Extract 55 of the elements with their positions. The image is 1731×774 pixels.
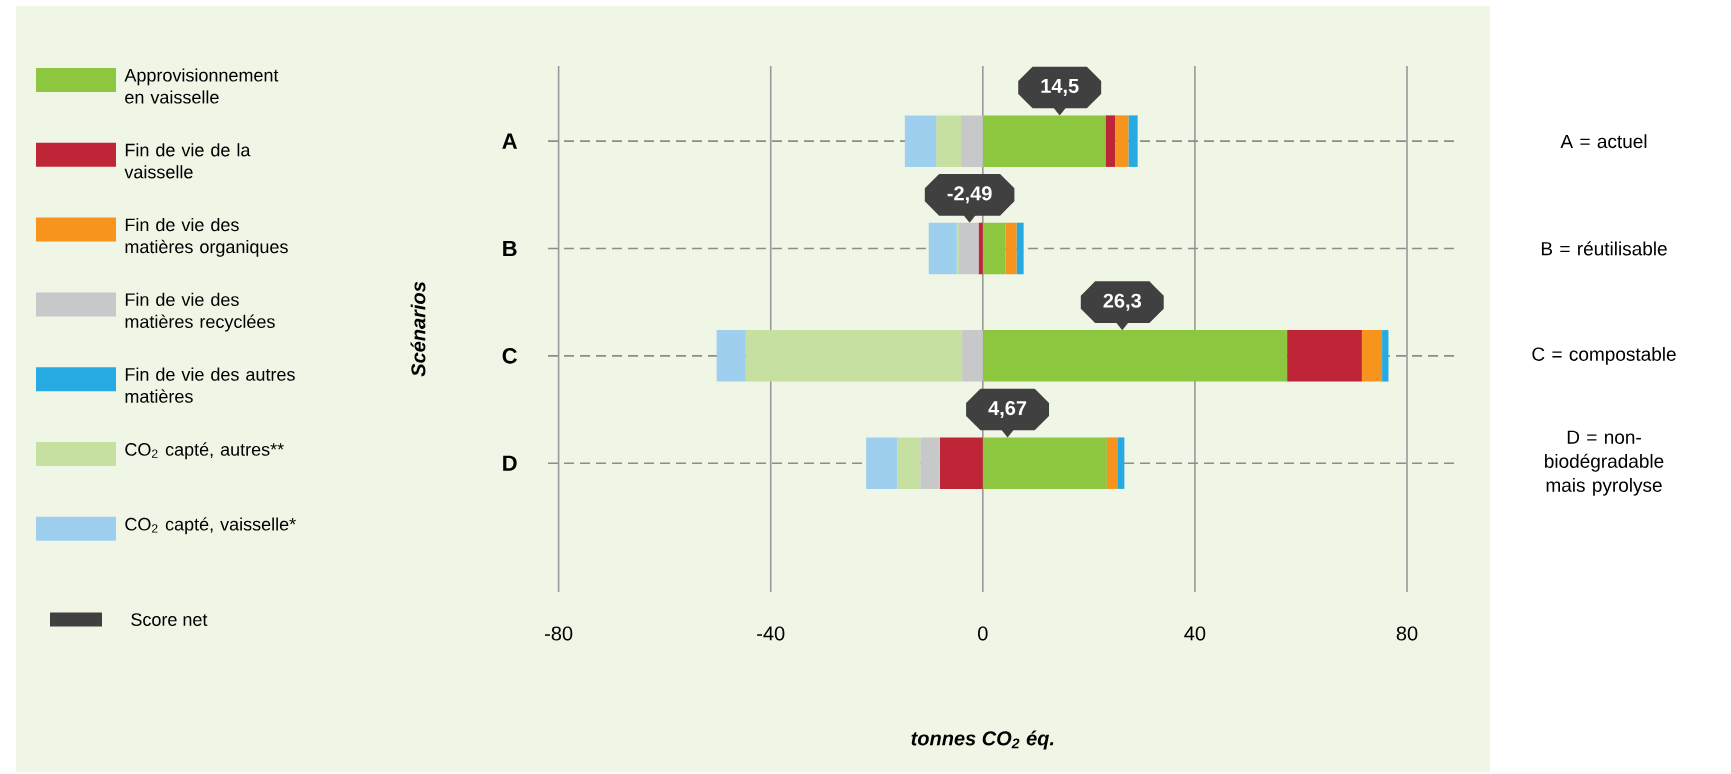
bar: [958, 222, 979, 275]
bar: [982, 330, 1288, 382]
x-tick-label: 40: [1184, 626, 1206, 641]
bar: [1128, 115, 1138, 167]
text: A = actuel: [1560, 134, 1647, 149]
bar: [716, 330, 746, 382]
bar: [904, 115, 937, 167]
bar: [956, 222, 959, 275]
bar: [1361, 330, 1383, 382]
bar: [1287, 330, 1362, 382]
y-tick-label: D: [503, 455, 517, 471]
bar: [962, 330, 983, 382]
bar: [745, 330, 963, 382]
legend-label: Fin de vie des matières recyclées: [125, 292, 275, 332]
data-label: 26,3: [1103, 293, 1142, 311]
bar: [1118, 437, 1125, 489]
text: D = non-biodégradable mais pyrolyse: [1545, 430, 1664, 496]
bar: [1382, 330, 1389, 382]
data-label: 14,5: [1041, 79, 1079, 96]
bar: [936, 115, 962, 167]
bar: [1016, 222, 1024, 275]
y-tick-label: B: [503, 240, 517, 257]
y-tick-label: C: [502, 348, 517, 364]
legend-label: Fin de vie des matières organiques: [125, 217, 288, 257]
x-tick-label: 0: [978, 626, 988, 641]
x-tick-label: -40: [757, 626, 785, 641]
legend-label: Score net: [131, 613, 208, 626]
y-tick-label: A: [502, 133, 518, 149]
legend-label: CO$_{2}$ capté, vaisselle*: [125, 517, 296, 535]
bar: [982, 115, 1106, 167]
bar: [1105, 115, 1116, 167]
text: C = compostable: [1532, 346, 1676, 365]
bar: [982, 437, 1107, 489]
bar: [897, 437, 921, 489]
bar: [1106, 437, 1119, 489]
bar: [866, 437, 898, 489]
data-label: -2,49: [947, 186, 992, 204]
bar: [920, 437, 940, 489]
legend-label: CO$_{2}$ capté, autres**: [125, 442, 284, 460]
legend-label: Approvisionnement en vaisselle: [124, 68, 279, 104]
x-tick-label: 80: [1396, 626, 1418, 641]
legend-label: Fin de vie des autres matières: [125, 367, 295, 403]
data-label: 4,67: [988, 400, 1027, 419]
x-tick-label: -80: [545, 626, 573, 641]
bar: [982, 222, 1006, 275]
bar: [1115, 115, 1129, 167]
bar: [928, 222, 957, 275]
legend-label: Fin de vie de la vaisselle: [124, 143, 251, 179]
bar: [961, 115, 983, 167]
x-axis-title: tonnes CO$_{2}$ éq.: [911, 730, 1054, 750]
text: B = réutilisable: [1541, 241, 1667, 256]
bar: [939, 437, 983, 489]
y-axis-title: Scénarios: [410, 281, 426, 377]
bar: [978, 222, 983, 275]
bar: [1005, 222, 1017, 275]
